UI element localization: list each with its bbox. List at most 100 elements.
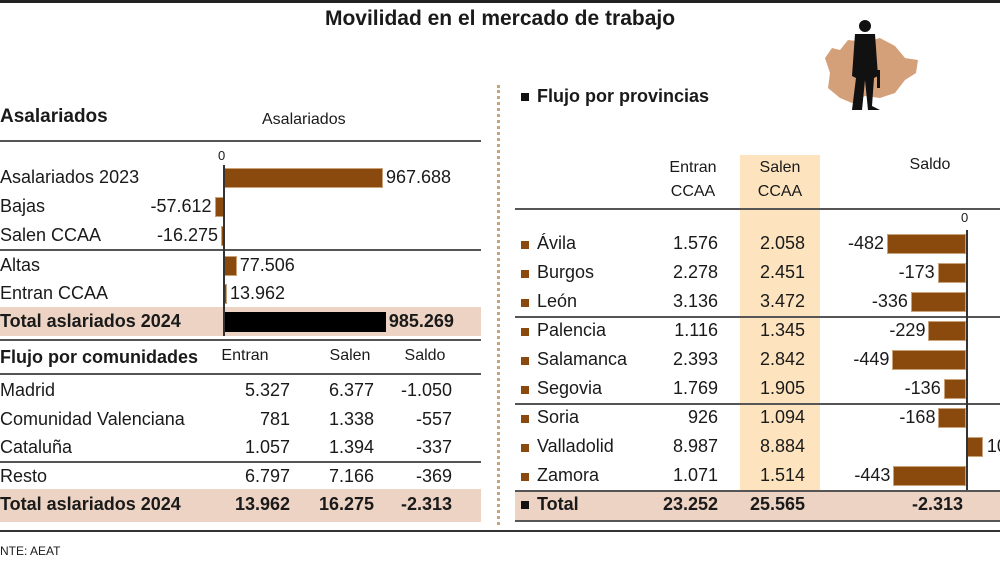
entran-value: 781 bbox=[259, 409, 290, 429]
province-name: Valladolid bbox=[537, 436, 614, 456]
province-name: León bbox=[537, 291, 578, 311]
bar bbox=[224, 256, 237, 276]
dotted-separator bbox=[497, 85, 500, 525]
col-salen-ccaa: Salen CCAA bbox=[740, 156, 820, 204]
bar bbox=[224, 284, 227, 304]
source: NTE: AEAT bbox=[0, 544, 61, 558]
bullet-icon bbox=[521, 473, 529, 481]
divider bbox=[0, 373, 481, 375]
col-saldo: Saldo bbox=[909, 156, 951, 173]
salen-value: 2.451 bbox=[759, 262, 805, 282]
comunidades-heading: Flujo por comunidades bbox=[0, 347, 199, 367]
divider bbox=[515, 520, 1000, 522]
total-band bbox=[0, 489, 481, 522]
saldo-label: -168 bbox=[899, 407, 936, 427]
divider bbox=[0, 249, 481, 251]
entran-value: 8.987 bbox=[672, 436, 718, 456]
salen-value: 1.345 bbox=[759, 320, 805, 340]
divider bbox=[515, 490, 1000, 492]
col-salen-line2: CCAA bbox=[757, 183, 803, 200]
total-band bbox=[515, 490, 1000, 520]
saldo-label: -449 bbox=[853, 349, 890, 369]
total-label: Total bbox=[537, 494, 579, 514]
province-name: Burgos bbox=[537, 262, 595, 282]
saldo-bar bbox=[887, 234, 966, 254]
bar bbox=[224, 168, 383, 188]
divider bbox=[515, 208, 1000, 210]
salen-value: 1.094 bbox=[759, 407, 805, 427]
province-name: Ávila bbox=[537, 233, 577, 253]
bullet-icon bbox=[521, 444, 529, 452]
total-entran: 23.252 bbox=[662, 494, 718, 514]
asalariados-heading: Asalariados bbox=[0, 106, 108, 127]
zero-label: 0 bbox=[961, 210, 969, 225]
entran-value: 1.576 bbox=[672, 233, 718, 253]
bottom-rule bbox=[0, 530, 1000, 532]
salen-value: 2.058 bbox=[759, 233, 805, 253]
saldo-label: -336 bbox=[871, 291, 908, 311]
salen-value: 2.842 bbox=[759, 349, 805, 369]
province-name: Zamora bbox=[537, 465, 600, 485]
total-bar bbox=[224, 312, 386, 332]
salen-value: 3.472 bbox=[759, 291, 805, 311]
saldo-label: -229 bbox=[889, 320, 926, 340]
col-entran: Entran bbox=[221, 347, 269, 364]
castilla-leon-map-worker-illustration bbox=[825, 20, 918, 110]
entran-value: 2.278 bbox=[672, 262, 718, 282]
total-value: 985.269 bbox=[388, 311, 454, 331]
saldo-value: -369 bbox=[415, 466, 452, 486]
divider bbox=[0, 339, 481, 341]
bullet-icon bbox=[521, 241, 529, 249]
saldo-label: -173 bbox=[898, 262, 935, 282]
total-salen: 25.565 bbox=[749, 494, 805, 514]
saldo-bar bbox=[938, 408, 966, 428]
zero-label: 0 bbox=[218, 148, 226, 163]
bullet-icon bbox=[521, 415, 529, 423]
value-label: -16.275 bbox=[156, 225, 218, 245]
col-salen-line1: Salen bbox=[759, 159, 801, 176]
total-saldo: -2.313 bbox=[911, 494, 963, 514]
divider bbox=[0, 461, 481, 463]
saldo-label: -482 bbox=[847, 233, 884, 253]
bullet-icon bbox=[521, 299, 529, 307]
saldo-bar bbox=[966, 437, 983, 457]
col-salen: Salen bbox=[329, 347, 371, 364]
col-saldo: Saldo bbox=[404, 347, 446, 364]
salen-highlight bbox=[740, 155, 820, 520]
col-entran-ccaa: Entran CCAA bbox=[653, 156, 733, 204]
page-title: Movilidad en el mercado de trabajo bbox=[324, 7, 676, 30]
province-name: Soria bbox=[537, 407, 580, 427]
row-label: Entran CCAA bbox=[0, 283, 109, 303]
row-name: Madrid bbox=[0, 380, 56, 400]
entran-value: 5.327 bbox=[244, 380, 290, 400]
entran-value: 1.057 bbox=[244, 437, 290, 457]
total-label: Total aslariados 2024 bbox=[0, 311, 181, 331]
entran-value: 926 bbox=[687, 407, 718, 427]
divider bbox=[515, 403, 1000, 405]
top-rule bbox=[0, 0, 1000, 3]
bullet-icon bbox=[521, 501, 529, 509]
saldo-bar bbox=[943, 379, 966, 399]
divider bbox=[515, 316, 1000, 318]
saldo-bar bbox=[893, 466, 966, 486]
chart-header: Asalariados bbox=[262, 111, 346, 128]
salen-value: 1.514 bbox=[759, 465, 805, 485]
saldo-bar bbox=[928, 321, 966, 341]
row-label: Asalariados 2023 bbox=[0, 167, 140, 187]
zero-axis bbox=[966, 230, 968, 490]
saldo-bar bbox=[892, 350, 966, 370]
saldo-label: 103 bbox=[986, 436, 1000, 456]
saldo-value: -337 bbox=[415, 437, 452, 457]
col-entran-line2: CCAA bbox=[670, 183, 716, 200]
saldo-bar bbox=[910, 292, 966, 312]
total-entran: 13.962 bbox=[234, 494, 290, 514]
entran-value: 2.393 bbox=[672, 349, 718, 369]
bullet-icon bbox=[521, 328, 529, 336]
province-name: Salamanca bbox=[537, 349, 628, 369]
value-label: 13.962 bbox=[230, 283, 286, 303]
value-label: 77.506 bbox=[239, 255, 295, 275]
row-label: Salen CCAA bbox=[0, 225, 102, 245]
entran-value: 6.797 bbox=[244, 466, 290, 486]
total-salen: 16.275 bbox=[318, 494, 374, 514]
saldo-value: -557 bbox=[415, 409, 452, 429]
